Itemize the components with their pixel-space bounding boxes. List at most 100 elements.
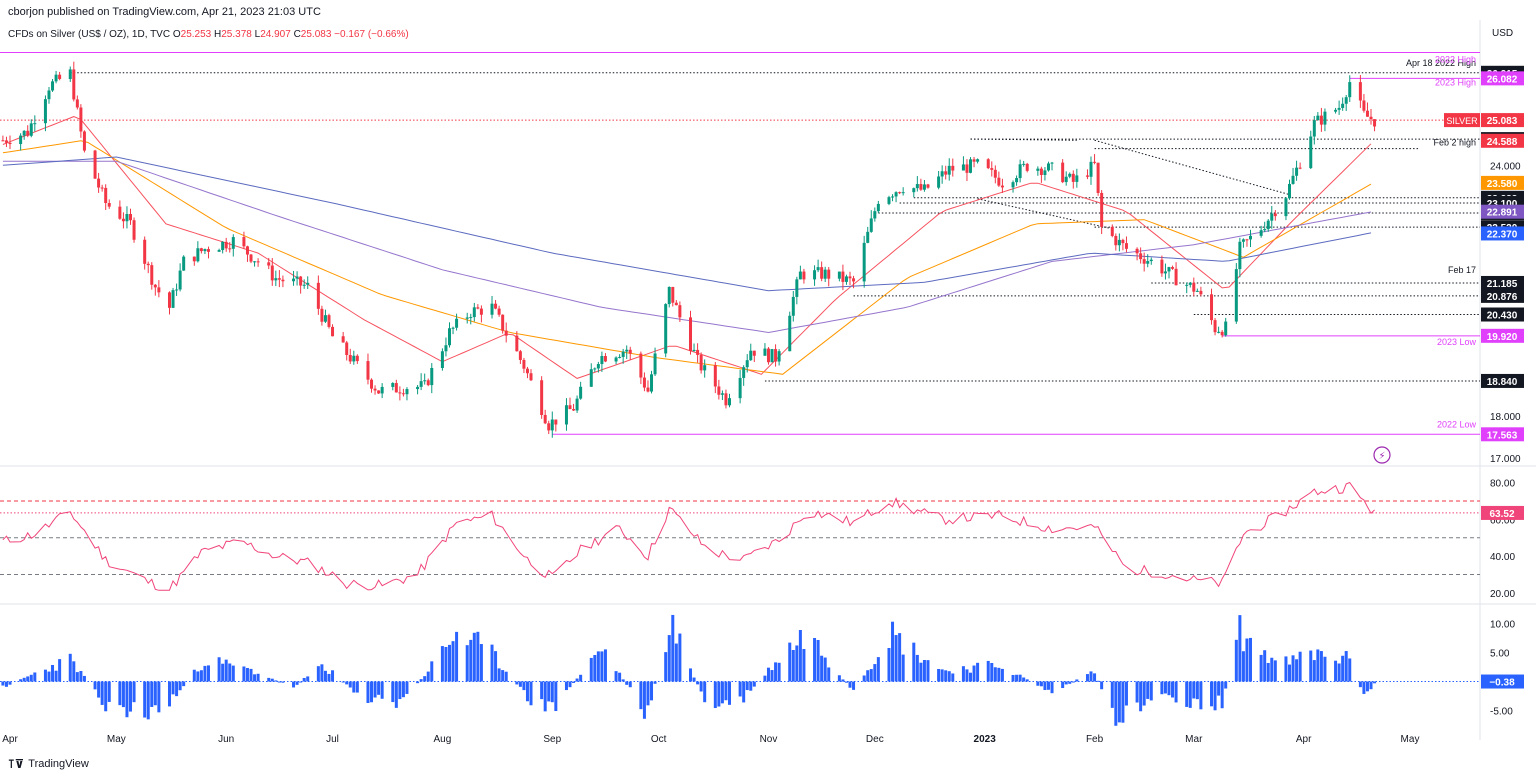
histogram-bar [589,657,593,682]
candle-body [724,393,728,406]
candle-body [947,165,951,175]
histogram-bar [947,671,951,682]
candle-body [813,270,817,280]
price-label-bg [1481,113,1524,128]
candle-body [494,303,498,309]
candle-body [891,196,895,198]
x-tick-label: Oct [651,734,667,745]
hist-last-label: −0.38 [1489,678,1515,689]
histogram-bar [1365,681,1369,692]
histogram-bar [196,671,200,682]
candle-body [1149,259,1153,262]
histogram-bar [529,681,533,706]
candle-body [827,269,831,279]
histogram-bar [1287,664,1291,682]
histogram-bar [228,663,232,682]
histogram-bar [323,670,327,682]
candle-body [1117,239,1121,246]
candle-body [331,326,335,337]
rsi-y-tick-label: 80.00 [1490,479,1515,490]
x-tick-label: 2023 [974,734,997,745]
histogram-bar [703,681,707,703]
candle-body [75,99,79,108]
histogram-bar [224,659,228,682]
candle-body [1284,198,1288,217]
histogram-bar [1139,681,1143,712]
candle-body [1195,290,1199,292]
change-value: −0.167 (−0.66%) [334,29,409,40]
candle-body [97,178,101,188]
x-tick-label: Dec [866,734,884,745]
candle-body [320,308,324,322]
candle-body [1312,120,1316,137]
histogram-bar [1185,681,1189,707]
candle-body [228,248,232,250]
histogram-bar [596,651,600,682]
histogram-bar [274,680,278,682]
histogram-bar [976,662,980,682]
histogram-bar [366,681,370,703]
histogram-bar [143,681,147,718]
moving-average-line [2,116,1372,379]
histogram-bar [951,673,955,682]
histogram-bar [944,670,948,682]
histogram-bar [742,681,746,703]
candle-body [1000,185,1004,188]
histogram-bar [678,633,682,682]
candle-body [770,349,774,363]
candle-body [1298,167,1302,169]
histogram-bar [1096,680,1100,682]
histogram-bar [447,644,451,682]
candle-body [1135,248,1139,254]
level-note: 2022 Low [1437,419,1477,429]
candle-body [1089,161,1093,177]
histogram-bar [79,670,83,682]
candle-body [501,314,505,331]
histogram-bar [1259,654,1263,682]
candle-body [816,267,820,271]
symbol-tag [1444,113,1480,128]
histogram-bar [603,649,607,682]
candle-body [1093,161,1097,163]
histogram-bar [579,674,583,682]
histogram-bar [1298,651,1302,682]
rsi-y-tick-label: 20.00 [1490,589,1515,600]
candle-body [58,74,62,80]
candle-body [515,335,519,352]
histogram-bar [940,669,944,682]
histogram-bar [692,677,696,682]
candle-body [738,377,742,399]
histogram-bar [1071,681,1075,683]
histogram-bar [203,665,207,682]
histogram-bar [370,681,374,703]
histogram-bar [455,631,459,682]
high-label: H [214,29,222,40]
histogram-bar [153,681,157,706]
candle-body [1174,268,1178,286]
candle-body [430,367,434,386]
candle-body [182,256,186,271]
candle-body [1167,267,1171,272]
moving-average-line [2,156,1372,292]
candle-body [1263,229,1267,231]
candle-body [894,192,898,197]
candle-body [1121,239,1125,244]
candle-body [476,307,480,309]
candle-body [766,348,770,363]
histogram-bar [281,681,285,683]
candle-body [469,317,473,319]
candle-body [267,262,271,266]
candle-body [1139,253,1143,260]
candle-body [143,239,147,264]
candle-body [639,353,643,378]
histogram-bar [398,681,402,700]
histogram-bar [844,681,848,683]
rsi-last-bg [1481,505,1524,520]
ma-label-bg [1481,226,1524,241]
candle-body [1309,136,1313,169]
candle-body [837,271,841,279]
candle-body [150,265,154,285]
candle-body [423,380,427,382]
histogram-bar [1142,681,1146,706]
